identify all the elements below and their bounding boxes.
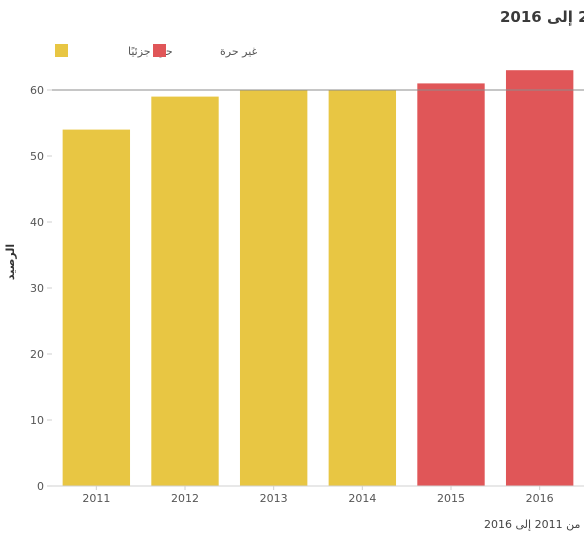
bar-2013 [239, 90, 308, 486]
x-tick-label-2013: 2013 [260, 492, 288, 505]
bar-2011 [62, 129, 131, 486]
bar-2012 [151, 96, 219, 486]
bars [62, 70, 574, 487]
bar-2015 [417, 83, 485, 487]
y-tick-label: 0 [37, 480, 44, 493]
x-axis: 2011 2012 2013 2014 2015 2016 [82, 486, 554, 505]
y-tick-label: 20 [30, 348, 44, 361]
bar-2014 [328, 90, 397, 486]
x-tick-label-2015: 2015 [437, 492, 465, 505]
bar-2016 [505, 70, 574, 486]
legend-label-notfree: غير حرة [220, 45, 258, 58]
legend-swatch-notfree [153, 44, 166, 57]
legend: حرة جزئيًا غير حرة [55, 44, 258, 58]
x-tick-label-2016: 2016 [526, 492, 554, 505]
legend-swatch-partly [55, 44, 68, 57]
x-tick-label-2014: 2014 [348, 492, 376, 505]
y-axis-label: الرصيد [4, 244, 17, 280]
y-tick-label: 60 [30, 84, 44, 97]
y-tick-label: 50 [30, 150, 44, 163]
y-axis: 0 10 20 30 40 50 60 [30, 84, 52, 493]
y-tick-label: 10 [30, 414, 44, 427]
x-tick-label-2012: 2012 [171, 492, 199, 505]
y-tick-label: 40 [30, 216, 44, 229]
legend-label-partly: حرة جزئيًا [128, 45, 173, 58]
y-tick-label: 30 [30, 282, 44, 295]
x-tick-label-2011: 2011 [82, 492, 110, 505]
source-note: المصدر: فريدوم هاوس | تقارير المنظمة للح… [484, 518, 584, 531]
chart-title: رصيد مصر في تقرير الحرية على الإنترنت | … [500, 8, 584, 27]
